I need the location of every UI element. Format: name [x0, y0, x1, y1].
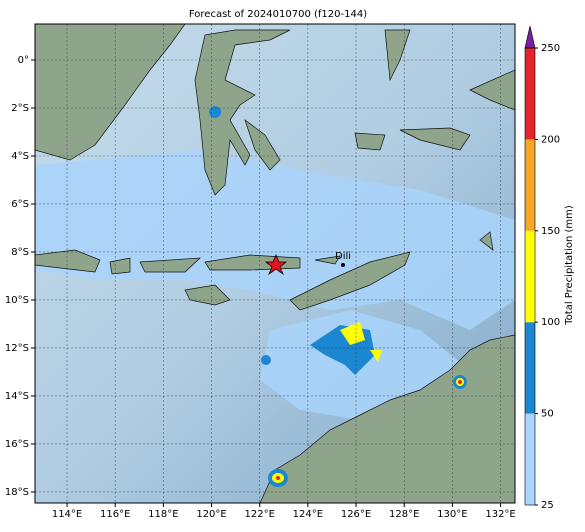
y-tick-label: 12°S [5, 343, 29, 354]
precip-light [35, 150, 515, 330]
y-tick-label: 16°S [5, 439, 29, 450]
colorbar-bin [525, 230, 535, 323]
colorbar-bin [525, 48, 535, 140]
colorbar-tick-label: 200 [541, 134, 560, 145]
colorbar-tick-label: 50 [541, 409, 554, 420]
precip-extreme [458, 380, 462, 384]
colorbar: 25 50 100 150 200 250 [524, 25, 560, 511]
x-tick-label: 114°E [52, 509, 82, 520]
y-tick-label: 18°S [5, 487, 29, 498]
colorbar-tick-label: 25 [541, 500, 554, 511]
y-tick-label: 10°S [5, 295, 29, 306]
island [35, 249, 101, 273]
colorbar-tick-label: 100 [541, 317, 560, 328]
x-tick-label: 122°E [245, 509, 275, 520]
y-tick-label: 14°S [5, 391, 29, 402]
y-tick-label: 6°S [11, 199, 29, 210]
y-tick-label: 0° [18, 55, 29, 66]
map-title: Forecast of 2024010700 (f120-144) [189, 9, 367, 20]
x-tick-label: 120°E [196, 509, 226, 520]
island [314, 132, 386, 265]
x-tick-label: 132°E [485, 509, 515, 520]
timor [289, 251, 411, 311]
y-tick-label: 8°S [11, 247, 29, 258]
colorbar-bin [525, 139, 535, 231]
axes: 114°E 116°E 118°E 120°E 122°E 124°E 126°E 128°E… [5, 55, 516, 520]
x-tick-label: 130°E [437, 509, 467, 520]
event-star [264, 253, 288, 276]
city-label: Dili [335, 251, 351, 262]
sulawesi [194, 29, 291, 196]
x-tick-label: 128°E [389, 509, 419, 520]
colorbar-extend [524, 25, 536, 49]
map-frame [34, 23, 516, 504]
precip-extreme [276, 476, 280, 480]
precip-moderate [261, 355, 271, 365]
x-tick-label: 116°E [100, 509, 130, 520]
precip-heavy [340, 322, 382, 362]
grid [35, 24, 515, 503]
borneo [35, 24, 186, 161]
city-marker [341, 263, 345, 267]
colorbar-tick-label: 250 [541, 43, 560, 54]
colorbar-tick-label: 150 [541, 226, 560, 237]
x-tick-label: 118°E [148, 509, 178, 520]
y-tick-label: 2°S [11, 103, 29, 114]
x-tick-label: 126°E [341, 509, 371, 520]
colorbar-frame [524, 47, 536, 506]
colorbar-bin [525, 413, 535, 505]
island [109, 257, 201, 275]
map-area: Dili [35, 24, 515, 503]
australia [259, 334, 515, 503]
x-tick-label: 124°E [293, 509, 323, 520]
colorbar-label: Total Precipitation (mm) [564, 205, 575, 326]
island [479, 231, 494, 251]
y-tick-label: 4°S [11, 151, 29, 162]
colorbar-bin [525, 322, 535, 414]
precip-moderate [209, 106, 221, 118]
sulawesi-se [244, 119, 281, 171]
